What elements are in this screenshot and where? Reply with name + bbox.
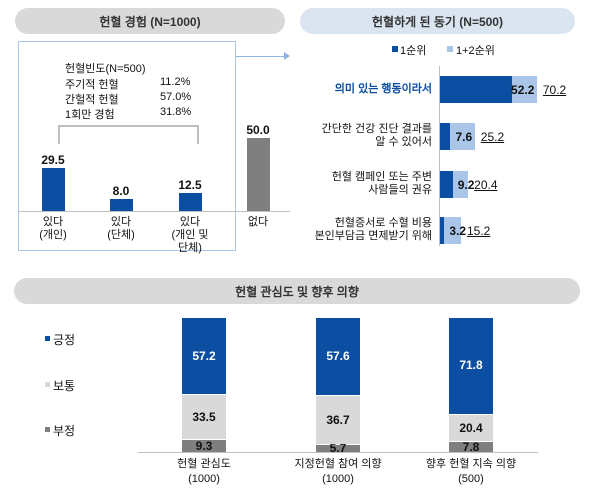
legend-label: 부정 bbox=[53, 424, 76, 438]
experience-title: 헌혈 경험 (N=1000) bbox=[15, 8, 285, 34]
rank1-value: 9.2 bbox=[457, 178, 475, 192]
legend-label: 보통 bbox=[53, 379, 76, 393]
bar bbox=[178, 192, 202, 211]
stack-segment bbox=[449, 317, 493, 414]
bar-rank1 bbox=[440, 171, 453, 198]
category-label: 간단한 건강 진단 결과를 알 수 있어서 bbox=[321, 123, 432, 148]
bar-value: 12.5 bbox=[178, 177, 202, 192]
stack-segment bbox=[449, 413, 493, 442]
axis-line bbox=[439, 66, 440, 246]
category-label: 있다 (단체) bbox=[107, 216, 135, 241]
legend-rank1: 1순위 bbox=[400, 45, 427, 57]
frequency-label: 1회만 경험 bbox=[65, 109, 115, 121]
legend-swatch-icon bbox=[45, 336, 50, 341]
rank1-value: 52.2 bbox=[511, 83, 535, 97]
segment-value: 57.2 bbox=[192, 348, 216, 363]
has-experience-box bbox=[18, 41, 236, 251]
rank1-value: 3.2 bbox=[449, 224, 467, 238]
bar-value: 29.5 bbox=[41, 152, 65, 167]
segment-value: 36.7 bbox=[326, 412, 350, 427]
stack-segment bbox=[316, 444, 360, 452]
bar-rank1 bbox=[440, 217, 445, 244]
segment-value: 71.8 bbox=[459, 358, 483, 373]
bar-rank12 bbox=[440, 217, 461, 244]
rank12-value: 70.2 bbox=[542, 83, 567, 97]
segment-value: 9.3 bbox=[195, 438, 213, 453]
rank12-value: 25.2 bbox=[480, 130, 505, 144]
rank12-value: 15.2 bbox=[466, 224, 491, 238]
category-label: 헌혈 관심도 (1000) bbox=[177, 458, 231, 485]
bracket bbox=[58, 125, 199, 144]
frequency-value: 57.0% bbox=[160, 91, 192, 103]
frequency-label: 주기적 헌혈 bbox=[65, 79, 119, 91]
bar bbox=[109, 199, 133, 211]
bar-rank1 bbox=[440, 76, 513, 103]
category-label: 지정헌혈 참여 의향 (1000) bbox=[294, 458, 382, 485]
legend-rank12-icon bbox=[447, 46, 453, 52]
category-label: 향후 헌혈 지속 의향 (500) bbox=[425, 458, 517, 485]
stack-segment bbox=[316, 394, 360, 445]
arrow-line bbox=[236, 56, 286, 57]
frequency-label: 간헐적 헌혈 bbox=[65, 94, 119, 106]
stack-segment bbox=[449, 441, 493, 452]
stack-segment bbox=[316, 317, 360, 395]
category-label: 있다 (개인 및 단체) bbox=[171, 216, 209, 254]
stack-segment bbox=[182, 317, 226, 395]
frequency-value: 11.2% bbox=[160, 76, 191, 88]
rank12-value: 20.4 bbox=[474, 178, 498, 192]
stack-segment bbox=[182, 394, 226, 440]
category-label: 의미 있는 행동이라서 bbox=[334, 83, 432, 95]
bar-rank1 bbox=[440, 123, 451, 150]
legend-rank12: 1+2순위 bbox=[456, 45, 495, 57]
stack-segment bbox=[182, 439, 226, 452]
legend-swatch-icon bbox=[45, 427, 50, 432]
frequency-value: 31.8% bbox=[160, 106, 192, 118]
category-label: 있다 (개인) bbox=[39, 216, 67, 241]
frequency-title: 헌혈빈도(N=500) bbox=[65, 63, 146, 75]
category-label: 헌혈증서로 수혈 비용 본인부담금 면제받기 위해 bbox=[314, 217, 432, 242]
segment-value: 57.6 bbox=[326, 348, 350, 363]
bar bbox=[41, 167, 65, 211]
segment-value: 33.5 bbox=[192, 409, 216, 424]
bar-value: 8.0 bbox=[112, 184, 130, 199]
bar-value: 50.0 bbox=[246, 123, 270, 137]
interest-title: 헌혈 관심도 및 향후 의향 bbox=[14, 278, 580, 304]
arrow-head-icon bbox=[284, 52, 290, 60]
baseline bbox=[18, 211, 290, 212]
category-label: 없다 bbox=[247, 216, 269, 228]
segment-value: 20.4 bbox=[459, 420, 483, 435]
rank1-value: 7.6 bbox=[455, 130, 473, 144]
legend-swatch-icon bbox=[45, 382, 50, 387]
legend-rank1-icon bbox=[392, 46, 398, 52]
category-label: 헌혈 캠페인 또는 주변 사람들의 권유 bbox=[331, 171, 432, 196]
segment-value: 5.7 bbox=[329, 441, 347, 456]
legend-label: 긍정 bbox=[53, 333, 76, 347]
motivation-title: 헌혈하게 된 동기 (N=500) bbox=[300, 8, 575, 34]
bar bbox=[246, 138, 270, 211]
segment-value: 7.8 bbox=[462, 439, 480, 454]
baseline bbox=[138, 452, 538, 453]
